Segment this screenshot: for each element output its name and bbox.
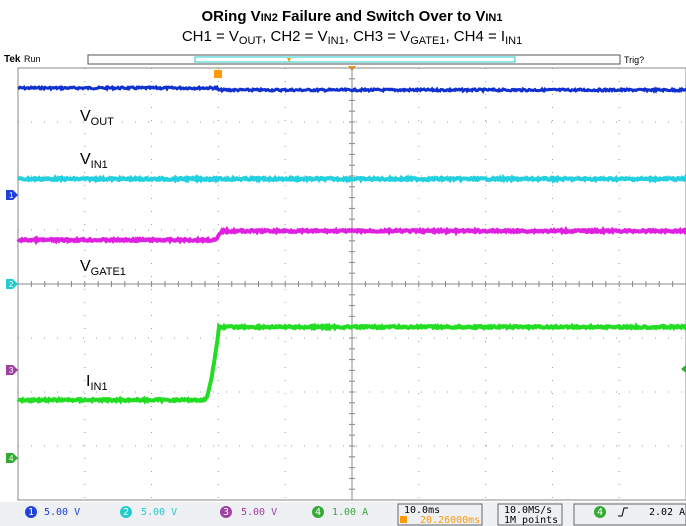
- trigger-position-marker: [214, 70, 222, 78]
- trace: [16, 322, 686, 405]
- channel-id: 3: [223, 507, 229, 518]
- channel-scale: 1.00 A: [332, 507, 368, 518]
- marker: [6, 190, 18, 200]
- marker: [6, 279, 18, 289]
- acquisition-box: [497, 503, 563, 526]
- trigger-box: [573, 503, 686, 526]
- trigger-icon: [400, 516, 407, 523]
- channel-id: 4: [315, 507, 321, 518]
- trace: [17, 84, 686, 94]
- slope-icon: [618, 507, 628, 517]
- trace: [16, 225, 686, 246]
- record-bar: [87, 54, 621, 65]
- channel-id: 1: [28, 507, 34, 518]
- position: 20.26000ms: [420, 515, 480, 526]
- channel-id: 2: [123, 507, 129, 518]
- channel-markers: 1 2 3 4: [6, 190, 686, 463]
- marker-label: 3: [9, 366, 14, 375]
- subtitle: CH1 = VOUT, CH2 = VIN1, CH3 = VGATE1, CH…: [182, 28, 522, 47]
- marker: [6, 365, 18, 375]
- trace: [17, 174, 686, 184]
- marker: [6, 453, 18, 463]
- brand: Tek: [4, 54, 21, 65]
- marker-label: 4: [9, 454, 14, 463]
- channel-scale: 5.00 V: [241, 507, 277, 518]
- marker-label: 1: [9, 191, 14, 200]
- trigger-status: Trig?: [624, 55, 644, 65]
- record-window: [194, 56, 516, 63]
- trigger-level-marker: [681, 365, 686, 373]
- status-bar: [0, 502, 686, 526]
- trigger-level: 2.02 A: [649, 507, 685, 518]
- channel-badge: [25, 506, 37, 518]
- channel-badge: [220, 506, 232, 518]
- trace-label: VIN1: [80, 151, 108, 171]
- trigger-source: 4: [597, 507, 603, 518]
- timebase-box: [397, 503, 483, 526]
- traces: [16, 84, 686, 405]
- channel-badge: [594, 506, 606, 518]
- channel-scale: 5.00 V: [141, 507, 177, 518]
- timebase: 10.0ms: [404, 505, 440, 516]
- channel-badge: [312, 506, 324, 518]
- trace-label: VGATE1: [80, 258, 126, 278]
- trace-label: VOUT: [80, 108, 114, 128]
- marker-label: 2: [9, 280, 14, 289]
- channel-scales: 1 5.00 V 2 5.00 V 3 5.00 V 4 1.00 A: [25, 506, 368, 518]
- channel-scale: 5.00 V: [44, 507, 80, 518]
- title: ORing VIN2 Failure and Switch Over to VI…: [202, 8, 503, 25]
- sample-rate: 10.0MS/s: [504, 505, 552, 516]
- trace-label: IIN1: [86, 373, 108, 393]
- run-status: Run: [24, 54, 41, 64]
- record-trigger-marker: [287, 58, 291, 62]
- channel-badge: [120, 506, 132, 518]
- record-length: 1M points: [504, 515, 558, 526]
